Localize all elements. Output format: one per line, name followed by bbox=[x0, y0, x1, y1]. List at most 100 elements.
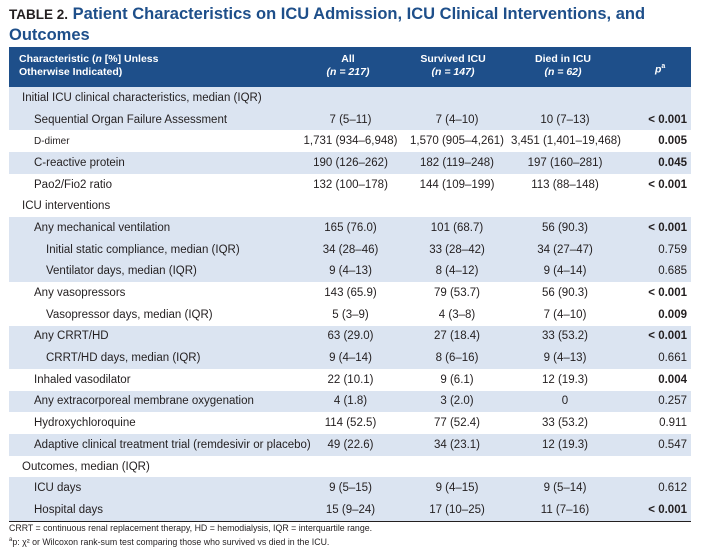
cell-survived: 34 (23.1) bbox=[403, 434, 511, 456]
cell-p: < 0.001 bbox=[619, 325, 691, 348]
cell-all: 165 (76.0) bbox=[298, 217, 403, 239]
cell-all: 9 (4–14) bbox=[298, 347, 403, 369]
table-row: Any CRRT/HD 63 (29.0) 27 (18.4) 33 (53.2) < … bbox=[9, 325, 691, 348]
cell-survived: 4 (3–8) bbox=[438, 308, 476, 321]
row-label: Hospital days bbox=[9, 499, 298, 521]
cell-all: 1,731 (934–6,948) bbox=[303, 135, 398, 148]
cell-died: 197 (160–281) bbox=[511, 152, 619, 174]
row-label: CRRT/HD days, median (IQR) bbox=[9, 347, 298, 369]
cell-all: 9 (5–15) bbox=[298, 477, 403, 500]
cell-p: 0.547 bbox=[619, 434, 691, 456]
header-characteristic: Characteristic (n [%] Unless Otherwise I… bbox=[19, 53, 159, 78]
cell-survived: 17 (10–25) bbox=[403, 499, 511, 521]
cell-died: 3,451 (1,401–19,468) bbox=[511, 135, 621, 148]
cell-died: 12 (19.3) bbox=[541, 373, 589, 386]
data-table: Initial ICU clinical characteristics, me… bbox=[9, 87, 691, 521]
cell-survived: 182 (119–248) bbox=[403, 152, 511, 174]
cell-survived: 3 (2.0) bbox=[403, 390, 511, 413]
header-survived: Survived ICU (n = 147) bbox=[420, 53, 486, 78]
cell-all: 49 (22.6) bbox=[298, 434, 403, 456]
cell-p: < 0.001 bbox=[619, 217, 691, 239]
table-row: Vasopressor days, median (IQR) 5 (3–9) 4 (… bbox=[9, 304, 691, 326]
cell-p: 0.045 bbox=[619, 152, 691, 174]
cell-all: 22 (10.1) bbox=[327, 373, 374, 386]
header-p: pa bbox=[655, 63, 666, 76]
cell-all: 132 (100–178) bbox=[313, 178, 388, 191]
table-row: C-reactive protein 190 (126–262) 182 (119–… bbox=[9, 152, 691, 174]
table-title: TABLE 2. Patient Characteristics on ICU … bbox=[9, 4, 689, 45]
cell-p: 0.009 bbox=[658, 308, 687, 321]
bottom-rule bbox=[9, 521, 691, 522]
cell-survived: 101 (68.7) bbox=[403, 217, 511, 239]
cell-died: 34 (27–47) bbox=[511, 238, 619, 261]
table-row: Any vasopressors 143 (65.9) 79 (53.7) 56 (9… bbox=[9, 282, 691, 304]
section-row: Initial ICU clinical characteristics, me… bbox=[9, 87, 691, 109]
section-label: Initial ICU clinical characteristics, me… bbox=[9, 87, 691, 109]
section-row: Outcomes, median (IQR) bbox=[9, 456, 691, 478]
cell-died: 10 (7–13) bbox=[511, 108, 619, 131]
cell-died: 33 (53.2) bbox=[541, 417, 589, 430]
cell-died: 7 (4–10) bbox=[543, 308, 587, 321]
cell-died: 9 (5–14) bbox=[511, 477, 619, 500]
cell-survived: 7 (4–10) bbox=[403, 108, 511, 131]
cell-died: 9 (4–14) bbox=[511, 260, 619, 283]
header-all: All (n = 217) bbox=[326, 53, 370, 78]
table-header: Characteristic (n [%] Unless Otherwise I… bbox=[9, 47, 691, 87]
table-label: TABLE 2. bbox=[9, 7, 69, 22]
cell-p: < 0.001 bbox=[648, 287, 687, 300]
cell-p: < 0.001 bbox=[619, 499, 691, 521]
cell-all: 190 (126–262) bbox=[298, 152, 403, 174]
table-row: Ventilator days, median (IQR) 9 (4–13) 8 (… bbox=[9, 260, 691, 283]
section-row: ICU interventions bbox=[9, 195, 691, 217]
table-row: Inhaled vasodilator 22 (10.1) 9 (6.1) 12 (1… bbox=[9, 369, 691, 391]
cell-survived: 8 (4–12) bbox=[403, 260, 511, 283]
row-label: Vasopressor days, median (IQR) bbox=[46, 308, 213, 321]
cell-all: 9 (4–13) bbox=[298, 260, 403, 283]
cell-all: 114 (52.5) bbox=[324, 417, 377, 430]
section-label: ICU interventions bbox=[22, 200, 111, 213]
row-label: ICU days bbox=[9, 477, 298, 500]
row-label: Ventilator days, median (IQR) bbox=[9, 260, 298, 283]
table-row: ICU days 9 (5–15) 9 (4–15) 9 (5–14) 0.612 bbox=[9, 477, 691, 500]
table-row: Any extracorporeal membrane oxygenation 4… bbox=[9, 390, 691, 413]
cell-survived: 8 (6–16) bbox=[403, 347, 511, 369]
header-died: Died in ICU (n = 62) bbox=[534, 53, 591, 78]
row-label: Any vasopressors bbox=[34, 287, 126, 300]
table-row: CRRT/HD days, median (IQR) 9 (4–14) 8 (6–1… bbox=[9, 347, 691, 369]
cell-p: 0.685 bbox=[619, 260, 691, 283]
table-row: Hospital days 15 (9–24) 17 (10–25) 11 (7–16… bbox=[9, 499, 691, 521]
cell-survived: 1,570 (905–4,261) bbox=[410, 135, 504, 148]
cell-all: 143 (65.9) bbox=[324, 287, 377, 300]
cell-survived: 27 (18.4) bbox=[403, 325, 511, 348]
table-row: Any mechanical ventilation 165 (76.0) 101 … bbox=[9, 217, 691, 239]
table-row: Initial static compliance, median (IQR) 3… bbox=[9, 238, 691, 261]
cell-survived: 33 (28–42) bbox=[403, 238, 511, 261]
cell-p: 0.257 bbox=[619, 390, 691, 413]
cell-survived: 79 (53.7) bbox=[433, 287, 481, 300]
row-label: Hydroxychloroquine bbox=[34, 417, 136, 430]
cell-p: 0.911 bbox=[659, 417, 687, 430]
cell-p: 0.004 bbox=[658, 373, 687, 386]
cell-p: < 0.001 bbox=[619, 108, 691, 131]
cell-all: 5 (3–9) bbox=[332, 308, 369, 321]
cell-all: 34 (28–46) bbox=[298, 238, 403, 261]
footnote-abbreviations: CRRT = continuous renal replacement ther… bbox=[9, 523, 373, 533]
cell-died: 56 (90.3) bbox=[541, 287, 589, 300]
row-label: Adaptive clinical treatment trial (remde… bbox=[9, 434, 311, 456]
cell-died: 11 (7–16) bbox=[511, 499, 619, 521]
cell-died: 33 (53.2) bbox=[511, 325, 619, 348]
table-title-text: Patient Characteristics on ICU Admission… bbox=[9, 5, 646, 44]
cell-died: 113 (88–148) bbox=[531, 178, 599, 191]
cell-survived: 77 (52.4) bbox=[433, 417, 481, 430]
cell-survived: 144 (109–199) bbox=[419, 178, 495, 191]
cell-p: < 0.001 bbox=[648, 178, 687, 191]
cell-died: 9 (4–13) bbox=[511, 347, 619, 369]
row-label: Sequential Organ Failure Assessment bbox=[9, 108, 298, 131]
cell-p: 0.759 bbox=[619, 238, 691, 261]
footnote-a: ap: χ² or Wilcoxon rank-sum test compari… bbox=[9, 536, 330, 547]
cell-all: 4 (1.8) bbox=[298, 390, 403, 413]
table-row: Pao2/Fio2 ratio 132 (100–178) 144 (109–199… bbox=[9, 174, 691, 196]
cell-died: 12 (19.3) bbox=[511, 434, 619, 456]
row-label: Any mechanical ventilation bbox=[9, 217, 298, 239]
